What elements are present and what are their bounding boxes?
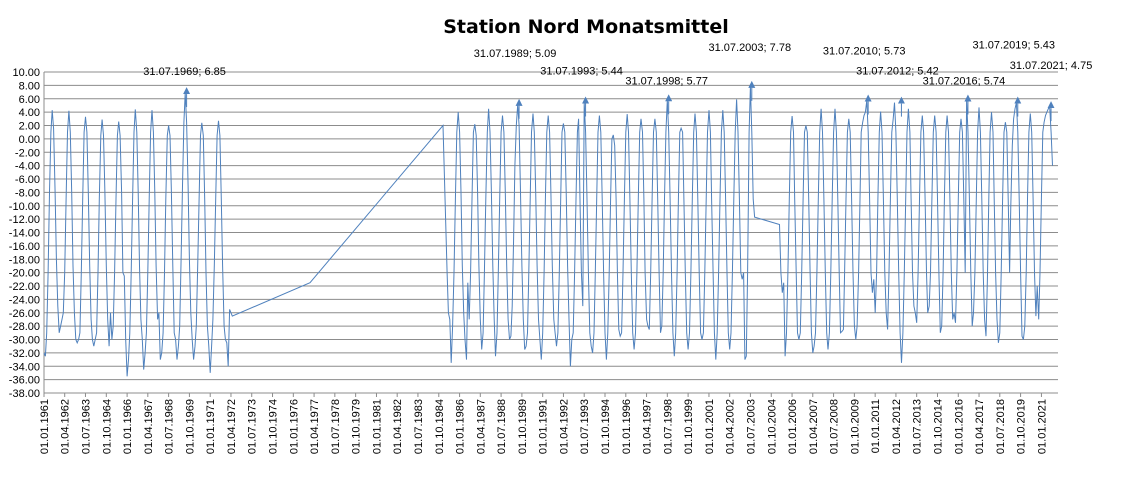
x-tick-label: 01.10.2019 — [1016, 399, 1028, 454]
y-tick-label: -14.00 — [9, 228, 40, 240]
x-tick-label: 01.10.2004 — [766, 399, 778, 454]
x-tick-label: 01.07.1973 — [247, 399, 259, 454]
y-tick-label: -16.00 — [9, 241, 40, 253]
x-tick-label: 01.01.2001 — [704, 399, 716, 454]
x-tick-label: 01.04.1962 — [60, 399, 72, 454]
annotation-label: 31.07.1998; 5.77 — [625, 75, 708, 87]
x-tick-label: 01.04.1982 — [392, 399, 404, 454]
y-tick-label: 0.00 — [19, 134, 40, 146]
y-tick-label: -20.00 — [9, 268, 40, 280]
y-tick-label: -36.00 — [9, 375, 40, 387]
y-tick-label: -28.00 — [9, 321, 40, 333]
x-tick-label: 01.07.1978 — [330, 399, 342, 454]
series-line — [43, 86, 1053, 377]
x-tick-label: 01.10.1979 — [351, 399, 363, 454]
y-tick-label: -18.00 — [9, 254, 40, 266]
x-tick-label: 01.07.2003 — [745, 399, 757, 454]
y-tick-label: -26.00 — [9, 308, 40, 320]
annotation-label: 31.07.2019; 5.43 — [972, 40, 1055, 52]
x-tick-label: 01.01.1991 — [538, 399, 550, 454]
x-tick-label: 01.10.1964 — [101, 399, 113, 454]
annotation-label: 31.07.2010; 5.73 — [823, 46, 906, 58]
y-tick-label: -34.00 — [9, 361, 40, 373]
y-tick-label: -22.00 — [9, 281, 40, 293]
chart-title: Station Nord Monatsmittel — [443, 16, 729, 38]
x-tick-label: 01.04.2012 — [891, 399, 903, 454]
x-tick-label: 01.07.1968 — [164, 399, 176, 454]
x-tick-label: 01.04.2017 — [974, 399, 986, 454]
x-tick-label: 01.10.1974 — [268, 399, 280, 454]
y-axis: 10.008.00 6.004.00 2.000.00-2.00 -4.00-6.00… — [9, 67, 40, 400]
x-tick-label: 01.04.1992 — [558, 399, 570, 454]
x-tick-label: 01.07.1998 — [662, 399, 674, 454]
y-tick-label: -30.00 — [9, 335, 40, 347]
annotation-label: 31.07.2021; 4.75 — [1010, 60, 1093, 72]
x-tick-label: 01.07.1963 — [80, 399, 92, 454]
x-tick-label: 01.07.1983 — [413, 399, 425, 454]
y-tick-label: -12.00 — [9, 214, 40, 226]
x-tick-label: 01.01.1976 — [288, 399, 300, 454]
x-tick-label: 01.10.1984 — [434, 399, 446, 454]
x-tick-label: 01.07.2013 — [912, 399, 924, 454]
y-tick-label: 6.00 — [19, 94, 40, 106]
x-tick-label: 01.01.2016 — [953, 399, 965, 454]
annotation-label: 31.07.2016; 5.74 — [923, 75, 1006, 87]
y-tick-label: -2.00 — [15, 147, 40, 159]
x-tick-label: 01.10.1999 — [683, 399, 695, 454]
y-tick-label: -32.00 — [9, 348, 40, 360]
y-tick-label: 10.00 — [12, 67, 40, 79]
y-tick-label: 4.00 — [19, 107, 40, 119]
series-layer — [43, 86, 1053, 377]
gridlines — [43, 71, 1058, 394]
x-tick-label: 01.04.2007 — [808, 399, 820, 454]
annotation-label: 31.07.1969; 6.85 — [143, 66, 226, 78]
x-tick-label: 01.10.2009 — [849, 399, 861, 454]
x-tick-label: 01.01.2011 — [870, 399, 882, 453]
y-tick-label: -10.00 — [9, 201, 40, 213]
x-tick-label: 01.10.1969 — [184, 399, 196, 454]
y-tick-label: 8.00 — [19, 80, 40, 92]
x-tick-label: 01.07.2008 — [829, 399, 841, 454]
y-tick-label: -8.00 — [15, 187, 40, 199]
x-tick-label: 01.01.2006 — [787, 399, 799, 454]
y-tick-label: -4.00 — [15, 161, 40, 173]
x-tick-label: 01.04.1987 — [475, 399, 487, 454]
annotations: 31.07.1969; 6.85 31.07.1989; 5.09 31.07.19… — [143, 40, 1092, 122]
x-tick-label: 01.04.2002 — [725, 399, 737, 454]
x-tick-label: 01.01.1981 — [371, 399, 383, 454]
x-tick-label: 01.07.1993 — [579, 399, 591, 454]
x-tick-label: 01.01.2021 — [1036, 399, 1048, 454]
x-axis: 01.01.1961 01.04.1962 01.07.1963 01.10.1964… — [39, 393, 1048, 454]
x-tick-label: 01.10.2014 — [932, 399, 944, 454]
y-tick-label: -6.00 — [15, 174, 40, 186]
annotation-label: 31.07.2012; 5.42 — [856, 66, 939, 78]
annotation-label: 31.07.1989; 5.09 — [474, 48, 557, 60]
y-tick-label: -24.00 — [9, 294, 40, 306]
annotation-label: 31.07.2003; 7.78 — [708, 42, 791, 54]
x-tick-label: 01.01.1971 — [205, 399, 217, 454]
x-tick-label: 01.04.1977 — [309, 399, 321, 454]
x-tick-label: 01.10.1989 — [517, 399, 529, 454]
x-tick-label: 01.01.1966 — [122, 399, 134, 454]
x-tick-label: 01.07.2018 — [995, 399, 1007, 454]
x-tick-label: 01.07.1988 — [496, 399, 508, 454]
x-tick-label: 01.04.1997 — [642, 399, 654, 454]
x-tick-label: 01.01.1986 — [455, 399, 467, 454]
x-tick-label: 01.10.1994 — [600, 399, 612, 454]
annotation-label: 31.07.1993; 5.44 — [540, 65, 623, 77]
y-tick-label: -38.00 — [9, 388, 40, 400]
x-tick-label: 01.04.1972 — [226, 399, 238, 454]
y-tick-label: 2.00 — [19, 121, 40, 133]
x-tick-label: 01.01.1996 — [621, 399, 633, 454]
x-tick-label: 01.04.1967 — [143, 399, 155, 454]
x-tick-label: 01.01.1961 — [39, 399, 51, 454]
